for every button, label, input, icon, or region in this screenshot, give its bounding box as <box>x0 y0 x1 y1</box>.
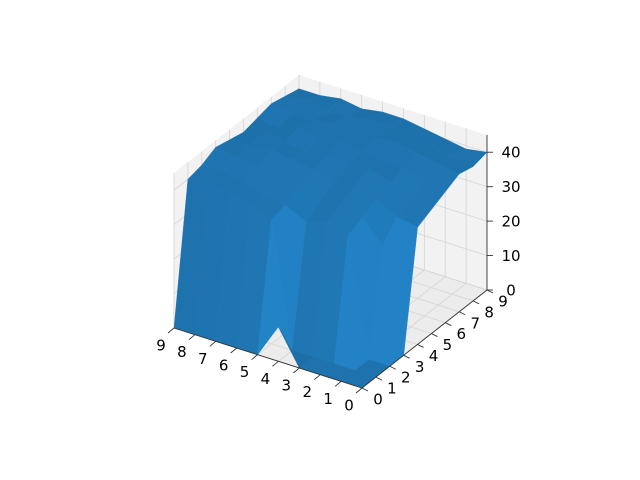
x-tick-label: 8 <box>177 343 187 361</box>
z-tick-label: 10 <box>501 247 520 265</box>
x-tick-mark <box>313 374 321 381</box>
z-axis-ticks: 0 10 20 30 40 <box>487 144 521 300</box>
x-tick-mark <box>272 360 279 367</box>
x-tick-label: 2 <box>302 383 312 401</box>
y-tick-mark <box>472 300 480 305</box>
y-tick-label: 5 <box>443 336 453 354</box>
x-tick-mark <box>209 340 217 347</box>
y-axis-line <box>361 289 488 389</box>
y-tick-label: 7 <box>470 314 480 332</box>
surface-mesh <box>173 88 488 389</box>
y-tick-label: 9 <box>498 293 508 311</box>
axis-lines <box>173 135 488 389</box>
x-tick-mark <box>230 347 237 354</box>
x-tick-label: 0 <box>344 397 354 415</box>
y-tick-label: 6 <box>457 325 467 343</box>
x-tick-label: 1 <box>323 390 333 408</box>
y-tick-mark <box>445 322 452 327</box>
x-tick-mark <box>355 387 363 394</box>
y-tick-mark <box>417 344 424 348</box>
x-tick-mark <box>167 327 175 334</box>
x-tick-label: 4 <box>261 370 271 388</box>
y-tick-mark <box>361 387 369 392</box>
y-tick-mark <box>459 311 466 316</box>
z-tick-label: 30 <box>501 178 520 196</box>
y-tick-mark <box>403 354 410 359</box>
y-tick-label: 2 <box>401 369 411 387</box>
x-tick-label: 7 <box>198 350 208 368</box>
x-axis-line <box>173 327 363 389</box>
y-tick-mark <box>486 289 494 294</box>
y-tick-mark <box>375 376 383 381</box>
x-tick-label: 6 <box>219 357 229 375</box>
z-tick-label: 0 <box>506 282 516 300</box>
z-tick-label: 20 <box>501 213 520 231</box>
x-tick-label: 9 <box>156 337 166 355</box>
y-tick-label: 4 <box>429 347 439 365</box>
y-tick-mark <box>431 333 438 337</box>
x-tick-mark <box>293 367 300 374</box>
z-tick-label: 40 <box>501 144 520 162</box>
y-tick-mark <box>389 365 396 370</box>
x-tick-mark <box>334 380 342 387</box>
x-tick-mark <box>188 334 196 341</box>
y-tick-label: 1 <box>387 380 397 398</box>
x-tick-label: 5 <box>240 363 250 381</box>
y-tick-label: 8 <box>484 303 494 321</box>
y-tick-label: 0 <box>373 391 383 409</box>
x-tick-label: 3 <box>282 377 292 395</box>
x-tick-mark <box>251 354 258 361</box>
y-tick-label: 3 <box>415 358 425 376</box>
